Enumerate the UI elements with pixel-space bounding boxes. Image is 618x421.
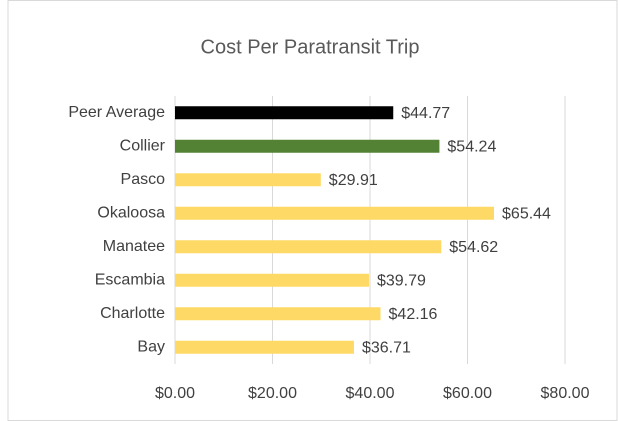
y-tick-label: Escambia — [95, 271, 165, 288]
chart-title: Cost Per Paratransit Trip — [201, 36, 420, 58]
data-label: $54.62 — [449, 239, 498, 256]
bar — [175, 307, 381, 321]
bar — [175, 340, 354, 354]
data-label: $29.91 — [329, 172, 378, 189]
x-tick-label: $40.00 — [346, 385, 395, 402]
bar — [175, 206, 495, 220]
bar — [175, 106, 394, 120]
data-label: $65.44 — [502, 205, 551, 222]
data-label: $36.71 — [362, 339, 411, 356]
y-tick-label: Manatee — [103, 238, 165, 255]
x-tick-label: $60.00 — [443, 385, 492, 402]
y-tick-label: Okaloosa — [97, 204, 165, 221]
x-tick-label: $80.00 — [541, 385, 590, 402]
y-tick-label: Bay — [137, 338, 165, 355]
data-label: $54.24 — [447, 138, 496, 155]
bar — [175, 273, 369, 287]
bar — [175, 139, 440, 153]
bar — [175, 240, 442, 254]
y-tick-label: Collier — [120, 137, 166, 154]
y-tick-label: Pasco — [121, 171, 166, 188]
data-label: $42.16 — [389, 306, 438, 323]
y-tick-label: Peer Average — [68, 104, 165, 121]
y-tick-label: Charlotte — [100, 305, 165, 322]
data-label: $44.77 — [401, 105, 450, 122]
x-tick-label: $0.00 — [155, 385, 195, 402]
bar — [175, 173, 321, 187]
data-label: $39.79 — [377, 272, 426, 289]
x-tick-label: $20.00 — [248, 385, 297, 402]
